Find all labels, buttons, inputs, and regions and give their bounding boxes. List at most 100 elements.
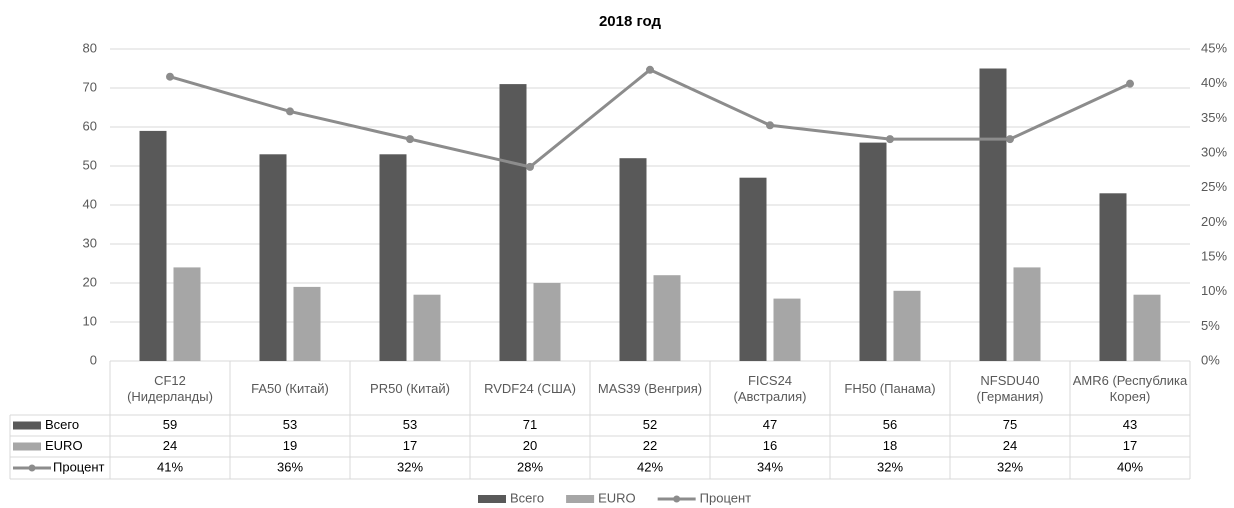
- y2-tick-label: 35%: [1201, 110, 1227, 125]
- bar: [259, 154, 287, 361]
- legend-swatch: [478, 495, 506, 503]
- bar: [173, 267, 201, 361]
- line-marker: [406, 135, 414, 144]
- x-tick-label: NFSDU40 (Германия): [976, 372, 1044, 404]
- table-cell: 20: [523, 438, 537, 453]
- bar: [893, 290, 921, 361]
- y-tick-label: 80: [83, 40, 97, 55]
- y-tick-label: 0: [90, 352, 97, 367]
- table-cell: 41%: [157, 459, 183, 474]
- bar: [1099, 193, 1127, 361]
- x-tick-label: FH50 (Панама): [844, 380, 936, 396]
- table-cell: 24: [163, 438, 177, 453]
- table-row-label: Процент: [53, 459, 105, 474]
- x-tick-label-box: AMR6 (Республика Корея): [1072, 372, 1188, 404]
- table-cell: 24: [1003, 438, 1017, 453]
- bar: [739, 177, 767, 361]
- bar: [773, 298, 801, 361]
- x-tick-label: PR50 (Китай): [370, 380, 450, 396]
- y2-tick-label: 10%: [1201, 283, 1227, 298]
- bar: [139, 130, 167, 361]
- table-cell: 47: [763, 417, 777, 432]
- y-tick-label: 40: [83, 196, 97, 211]
- bar: [859, 142, 887, 361]
- table-cell: 28%: [517, 459, 543, 474]
- table-cell: 59: [163, 417, 177, 432]
- y2-tick-label: 25%: [1201, 179, 1227, 194]
- line-marker: [766, 121, 774, 130]
- line-marker: [1126, 79, 1134, 88]
- table-cell: 56: [883, 417, 897, 432]
- x-tick-label: FICS24 (Австралия): [733, 372, 807, 404]
- bar: [413, 294, 441, 361]
- table-cell: 42%: [637, 459, 663, 474]
- x-tick-label-box: FA50 (Китай): [251, 380, 329, 396]
- legend-swatch: [566, 495, 595, 503]
- line-marker: [1006, 135, 1014, 144]
- x-tick-label-box: CF12 (Нидерланды): [127, 372, 213, 404]
- table-cell: 71: [523, 417, 537, 432]
- x-tick-label: RVDF24 (США): [484, 380, 576, 396]
- table-cell: 53: [403, 417, 417, 432]
- table-cell: 34%: [757, 459, 783, 474]
- x-tick-label: FA50 (Китай): [251, 380, 329, 396]
- table-row-label: Всего: [45, 417, 79, 432]
- bar: [653, 275, 681, 361]
- bar: [619, 158, 647, 361]
- y-tick-label: 70: [83, 79, 97, 94]
- x-tick-label-box: PR50 (Китай): [370, 380, 450, 396]
- table-cell: 52: [643, 417, 657, 432]
- x-tick-label-box: FH50 (Панама): [844, 380, 936, 396]
- y2-tick-label: 20%: [1201, 214, 1227, 229]
- bar: [533, 283, 561, 361]
- legend-swatch: [13, 442, 41, 451]
- legend-label: EURO: [598, 490, 636, 505]
- y2-tick-label: 45%: [1201, 40, 1227, 55]
- line-marker: [886, 135, 894, 144]
- y-tick-label: 20: [83, 274, 97, 289]
- table-cell: 22: [643, 438, 657, 453]
- x-tick-label: CF12 (Нидерланды): [127, 372, 213, 404]
- table-cell: 17: [403, 438, 417, 453]
- line-marker: [646, 65, 654, 74]
- table-cell: 32%: [877, 459, 903, 474]
- table-cell: 32%: [397, 459, 423, 474]
- bar: [293, 286, 321, 361]
- table-cell: 43: [1123, 417, 1137, 432]
- bar: [1013, 267, 1041, 361]
- x-tick-label: AMR6 (Республика Корея): [1072, 372, 1188, 404]
- x-tick-label-box: RVDF24 (США): [484, 380, 576, 396]
- line-marker: [166, 72, 174, 81]
- line-marker: [526, 162, 534, 171]
- legend-swatch: [13, 421, 41, 430]
- bar: [1133, 294, 1161, 361]
- legend-marker: [28, 464, 36, 472]
- bar: [979, 68, 1007, 361]
- line-marker: [286, 107, 294, 116]
- x-tick-label-box: FICS24 (Австралия): [733, 372, 807, 404]
- y2-tick-label: 15%: [1201, 248, 1227, 263]
- y2-tick-label: 5%: [1201, 318, 1220, 333]
- legend-label: Всего: [510, 490, 544, 505]
- y-tick-label: 60: [83, 118, 97, 133]
- table-cell: 40%: [1117, 459, 1143, 474]
- bar: [499, 84, 527, 361]
- table-cell: 17: [1123, 438, 1137, 453]
- y-tick-label: 50: [83, 157, 97, 172]
- table-cell: 36%: [277, 459, 303, 474]
- table-cell: 32%: [997, 459, 1023, 474]
- y2-tick-label: 30%: [1201, 144, 1227, 159]
- y2-tick-label: 40%: [1201, 75, 1227, 90]
- bar: [379, 154, 407, 361]
- table-cell: 19: [283, 438, 297, 453]
- table-row-label: EURO: [45, 438, 83, 453]
- x-tick-label-box: MAS39 (Венгрия): [597, 380, 703, 396]
- table-cell: 16: [763, 438, 777, 453]
- table-cell: 75: [1003, 417, 1017, 432]
- x-tick-label: MAS39 (Венгрия): [597, 380, 703, 396]
- legend-marker: [673, 495, 681, 503]
- x-tick-label-box: NFSDU40 (Германия): [976, 372, 1044, 404]
- chart-title: 2018 год: [599, 13, 662, 30]
- legend-label: Процент: [700, 490, 752, 505]
